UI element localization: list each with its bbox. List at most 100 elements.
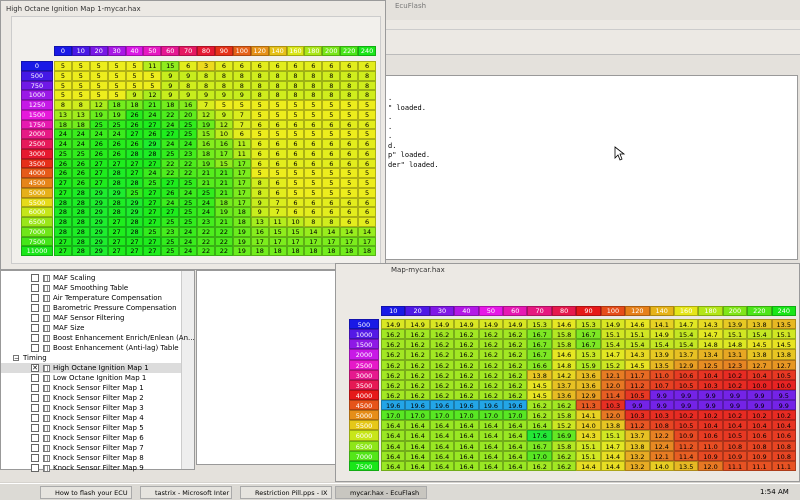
table-cell[interactable]: 10.4 [747, 369, 772, 380]
checkbox[interactable] [31, 324, 39, 332]
taskbar-button[interactable]: tastrix - Microsoft Inter [140, 486, 232, 499]
table-cell[interactable]: 16.4 [454, 450, 479, 461]
scrollbar[interactable] [181, 271, 194, 469]
table-cell[interactable]: 10.9 [747, 450, 772, 461]
checkbox[interactable] [31, 344, 39, 352]
table-cell[interactable]: 10.5 [625, 389, 650, 401]
table-cell[interactable]: 18 [232, 217, 251, 227]
table-cell[interactable]: 14.6 [625, 319, 650, 330]
table-cell[interactable]: 12.9 [673, 359, 699, 370]
table-cell[interactable]: 24 [54, 129, 72, 139]
table-cell[interactable]: 16.2 [429, 339, 455, 350]
table-cell[interactable]: 29 [107, 187, 126, 198]
checkbox[interactable] [31, 304, 39, 312]
table-cell[interactable]: 10.5 [722, 430, 748, 441]
table-cell[interactable]: 11 [143, 61, 162, 71]
table-cell[interactable]: 5 [143, 80, 162, 91]
table-cell[interactable]: 16.2 [429, 369, 455, 380]
table-cell[interactable]: 13 [250, 217, 269, 227]
table-cell[interactable]: 10.8 [722, 440, 748, 451]
table-cell[interactable]: 6 [268, 61, 287, 71]
tree-item[interactable]: Knock Sensor Filter Map 7 [1, 443, 181, 453]
table-cell[interactable]: 11.2 [673, 440, 699, 451]
table-cell[interactable]: 27 [125, 236, 144, 247]
table-cell[interactable]: 5 [304, 187, 323, 198]
table-cell[interactable]: 5 [89, 61, 108, 71]
table-cell[interactable]: 16.7 [527, 349, 552, 360]
table-cell[interactable]: 27 [125, 168, 144, 178]
table-cell[interactable]: 13.6 [576, 369, 601, 380]
table-cell[interactable]: 16.4 [429, 440, 455, 451]
table-cell[interactable]: 16.4 [478, 450, 504, 461]
table-cell[interactable]: 22 [215, 236, 233, 247]
table-cell[interactable]: 16.2 [527, 410, 552, 421]
checkbox[interactable] [31, 384, 39, 392]
table-cell[interactable]: 14.8 [722, 339, 748, 350]
table-cell[interactable]: 8 [340, 90, 359, 100]
table-cell[interactable]: 11.1 [771, 460, 796, 471]
table-cell[interactable]: 9.9 [698, 400, 723, 411]
tree-item[interactable]: Knock Sensor Filter Map 5 [1, 423, 181, 433]
table-cell[interactable]: 16.4 [405, 420, 430, 431]
table-cell[interactable]: 12.3 [722, 359, 748, 370]
table-cell[interactable]: 9.5 [771, 389, 796, 401]
table-cell[interactable]: 14.4 [600, 450, 626, 461]
table-cell[interactable]: 10.9 [698, 450, 723, 461]
table-cell[interactable]: 28 [71, 187, 90, 198]
table-cell[interactable]: 13.2 [625, 460, 650, 471]
table-cell[interactable]: 24 [179, 246, 198, 256]
table-cell[interactable]: 16.4 [503, 450, 528, 461]
table-cell[interactable]: 6 [340, 61, 359, 71]
table-cell[interactable]: 5 [304, 129, 323, 139]
table-cell[interactable]: 24 [179, 187, 198, 198]
table-cell[interactable]: 29 [89, 226, 108, 237]
table-cell[interactable]: 5 [250, 100, 269, 110]
table-cell[interactable]: 6 [358, 139, 376, 149]
table-cell[interactable]: 22 [179, 168, 198, 178]
table-cell[interactable]: 6 [250, 119, 269, 130]
table-cell[interactable]: 17.0 [503, 410, 528, 421]
table-cell[interactable]: 8 [358, 90, 376, 100]
table-cell[interactable]: 16.4 [429, 430, 455, 441]
table-cell[interactable]: 8 [197, 70, 215, 81]
table-cell[interactable]: 17 [322, 236, 341, 247]
tree-item[interactable]: Low Octane Ignition Map 1 [1, 373, 181, 383]
table-cell[interactable]: 5 [304, 168, 323, 178]
table-cell[interactable]: 10.2 [722, 379, 748, 390]
table-cell[interactable]: 12 [89, 100, 108, 110]
table-cell[interactable]: 24 [179, 139, 198, 149]
table-cell[interactable]: 5 [322, 100, 341, 110]
item-label[interactable]: Knock Sensor Filter Map 5 [53, 424, 144, 432]
checkbox[interactable] [31, 274, 39, 282]
table-cell[interactable]: 12.0 [600, 379, 626, 390]
table-cell[interactable]: 6 [322, 207, 341, 217]
table-cell[interactable]: 14.6 [551, 319, 577, 330]
table-cell[interactable]: 25 [143, 178, 162, 188]
table-cell[interactable]: 11 [268, 217, 287, 227]
table-cell[interactable]: 14.9 [405, 319, 430, 330]
table-cell[interactable]: 16 [179, 100, 198, 110]
table-cell[interactable]: 28 [107, 168, 126, 178]
table-cell[interactable]: 11.3 [576, 400, 601, 411]
table-cell[interactable]: 14.6 [551, 349, 577, 360]
table-cell[interactable]: 15.1 [600, 329, 626, 340]
table-cell[interactable]: 6 [340, 217, 359, 227]
table-cell[interactable]: 8 [304, 217, 323, 227]
tree-item[interactable]: Air Temperature Compensation [1, 293, 181, 303]
table-cell[interactable]: 6 [322, 197, 341, 208]
table-cell[interactable]: 10.2 [722, 410, 748, 421]
table-cell[interactable]: 8 [322, 70, 341, 81]
table-cell[interactable]: 6 [322, 139, 341, 149]
table-cell[interactable]: 25 [179, 217, 198, 227]
table-cell[interactable]: 24 [179, 226, 198, 237]
table-cell[interactable]: 5 [89, 70, 108, 81]
tree-item[interactable]: Knock Sensor Filter Map 4 [1, 413, 181, 423]
table-cell[interactable]: 28 [107, 178, 126, 188]
table-cell[interactable]: 5 [304, 109, 323, 120]
table-cell[interactable]: 6 [358, 119, 376, 130]
table-cell[interactable]: 16.2 [405, 369, 430, 380]
table-cell[interactable]: 21 [197, 168, 215, 178]
table-cell[interactable]: 13.5 [649, 359, 674, 370]
table-cell[interactable]: 26 [125, 139, 144, 149]
table-cell[interactable]: 13.4 [698, 349, 723, 360]
